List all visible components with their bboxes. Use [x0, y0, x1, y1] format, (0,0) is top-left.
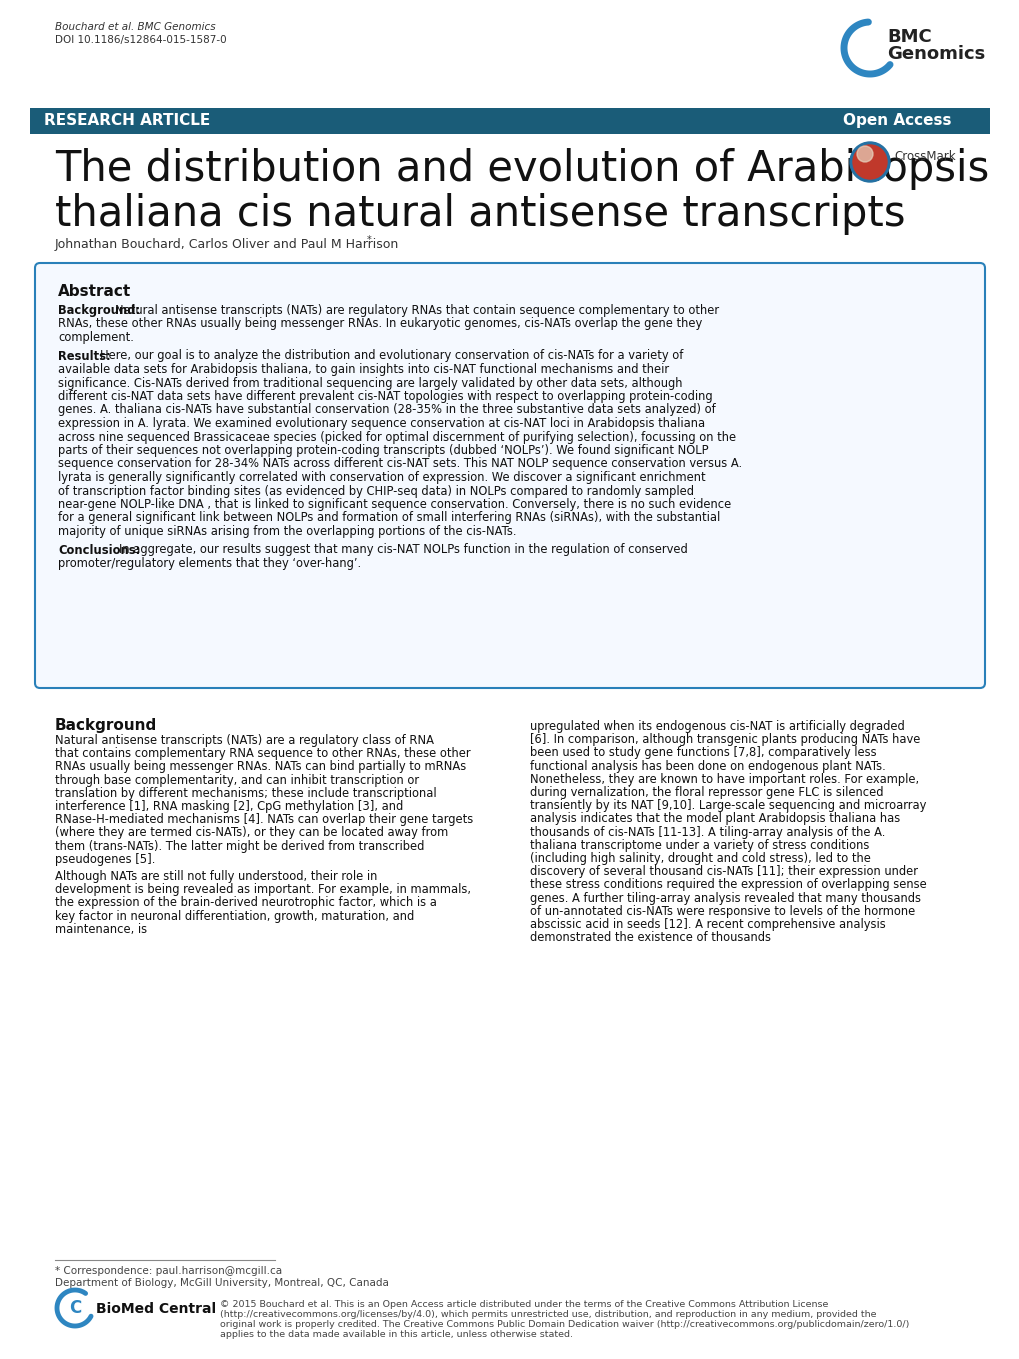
Text: translation by different mechanisms; these include transcriptional: translation by different mechanisms; the…: [55, 787, 436, 800]
Text: abscissic acid in seeds [12]. A recent comprehensive analysis: abscissic acid in seeds [12]. A recent c…: [530, 917, 884, 931]
Text: Nonetheless, they are known to have important roles. For example,: Nonetheless, they are known to have impo…: [530, 773, 918, 786]
Text: (http://creativecommons.org/licenses/by/4.0), which permits unrestricted use, di: (http://creativecommons.org/licenses/by/…: [220, 1310, 875, 1320]
Text: across nine sequenced Brassicaceae species (picked for optimal discernment of pu: across nine sequenced Brassicaceae speci…: [58, 431, 736, 443]
Text: of un-annotated cis-NATs were responsive to levels of the hormone: of un-annotated cis-NATs were responsive…: [530, 905, 914, 917]
Text: promoter/regulatory elements that they ‘over-hang’.: promoter/regulatory elements that they ‘…: [58, 557, 361, 569]
Text: Results:: Results:: [58, 349, 110, 363]
Text: Conclusions:: Conclusions:: [58, 544, 141, 556]
Text: BioMed Central: BioMed Central: [96, 1302, 216, 1316]
Text: upregulated when its endogenous cis-NAT is artificially degraded: upregulated when its endogenous cis-NAT …: [530, 720, 904, 733]
Text: © 2015 Bouchard et al. This is an Open Access article distributed under the term: © 2015 Bouchard et al. This is an Open A…: [220, 1301, 827, 1309]
Text: discovery of several thousand cis-NATs [11]; their expression under: discovery of several thousand cis-NATs […: [530, 866, 917, 878]
Text: them (trans-NATs). The latter might be derived from transcribed: them (trans-NATs). The latter might be d…: [55, 840, 424, 852]
Text: original work is properly credited. The Creative Commons Public Domain Dedicatio: original work is properly credited. The …: [220, 1320, 909, 1329]
Text: during vernalization, the floral repressor gene FLC is silenced: during vernalization, the floral repress…: [530, 786, 882, 799]
Text: majority of unique siRNAs arising from the overlapping portions of the cis-NATs.: majority of unique siRNAs arising from t…: [58, 525, 516, 538]
Text: thousands of cis-NATs [11-13]. A tiling-array analysis of the A.: thousands of cis-NATs [11-13]. A tiling-…: [530, 826, 884, 839]
Text: BMC: BMC: [887, 29, 930, 46]
Text: been used to study gene functions [7,8], comparatively less: been used to study gene functions [7,8],…: [530, 746, 875, 760]
Text: Open Access: Open Access: [843, 113, 951, 128]
Text: demonstrated the existence of thousands: demonstrated the existence of thousands: [530, 931, 770, 945]
Text: Genomics: Genomics: [887, 45, 984, 63]
Text: the expression of the brain-derived neurotrophic factor, which is a: the expression of the brain-derived neur…: [55, 897, 436, 909]
Text: expression in A. lyrata. We examined evolutionary sequence conservation at cis-N: expression in A. lyrata. We examined evo…: [58, 417, 704, 429]
Text: Background: Background: [55, 718, 157, 733]
Text: genes. A. thaliana cis-NATs have substantial conservation (28-35% in the three s: genes. A. thaliana cis-NATs have substan…: [58, 404, 715, 416]
Text: that contains complementary RNA sequence to other RNAs, these other: that contains complementary RNA sequence…: [55, 747, 470, 760]
Text: *: *: [367, 235, 371, 245]
Text: thaliana cis natural antisense transcripts: thaliana cis natural antisense transcrip…: [55, 193, 905, 235]
FancyBboxPatch shape: [30, 107, 989, 135]
Text: Natural antisense transcripts (NATs) are a regulatory class of RNA: Natural antisense transcripts (NATs) are…: [55, 734, 433, 747]
Text: through base complementarity, and can inhibit transcription or: through base complementarity, and can in…: [55, 773, 419, 787]
Text: different cis-NAT data sets have different prevalent cis-NAT topologies with res: different cis-NAT data sets have differe…: [58, 390, 712, 404]
Text: Abstract: Abstract: [58, 284, 131, 299]
Text: development is being revealed as important. For example, in mammals,: development is being revealed as importa…: [55, 883, 471, 896]
Text: Natural antisense transcripts (NATs) are regulatory RNAs that contain sequence c: Natural antisense transcripts (NATs) are…: [114, 304, 718, 317]
Text: Background:: Background:: [58, 304, 140, 317]
Text: RNAs usually being messenger RNAs. NATs can bind partially to mRNAs: RNAs usually being messenger RNAs. NATs …: [55, 761, 466, 773]
Text: pseudogenes [5].: pseudogenes [5].: [55, 853, 155, 866]
Text: * Correspondence: paul.harrison@mcgill.ca: * Correspondence: paul.harrison@mcgill.c…: [55, 1267, 282, 1276]
Circle shape: [856, 145, 872, 162]
Text: functional analysis has been done on endogenous plant NATs.: functional analysis has been done on end…: [530, 760, 884, 773]
Text: these stress conditions required the expression of overlapping sense: these stress conditions required the exp…: [530, 878, 926, 892]
FancyBboxPatch shape: [35, 264, 984, 688]
Text: (including high salinity, drought and cold stress), led to the: (including high salinity, drought and co…: [530, 852, 870, 864]
Text: transiently by its NAT [9,10]. Large-scale sequencing and microarray: transiently by its NAT [9,10]. Large-sca…: [530, 799, 925, 813]
Text: CrossMark: CrossMark: [893, 151, 955, 163]
Text: Bouchard et al. BMC Genomics: Bouchard et al. BMC Genomics: [55, 22, 215, 33]
Text: RNase-H-mediated mechanisms [4]. NATs can overlap their gene targets: RNase-H-mediated mechanisms [4]. NATs ca…: [55, 813, 473, 826]
Text: available data sets for Arabidopsis thaliana, to gain insights into cis-NAT func: available data sets for Arabidopsis thal…: [58, 363, 668, 376]
Text: genes. A further tiling-array analysis revealed that many thousands: genes. A further tiling-array analysis r…: [530, 892, 920, 905]
Text: DOI 10.1186/s12864-015-1587-0: DOI 10.1186/s12864-015-1587-0: [55, 35, 226, 45]
Text: Although NATs are still not fully understood, their role in: Although NATs are still not fully unders…: [55, 870, 377, 883]
Text: [6]. In comparison, although transgenic plants producing NATs have: [6]. In comparison, although transgenic …: [530, 734, 919, 746]
Text: The distribution and evolution of Arabidopsis: The distribution and evolution of Arabid…: [55, 148, 988, 190]
Text: of transcription factor binding sites (as evidenced by CHIP-seq data) in NOLPs c: of transcription factor binding sites (a…: [58, 485, 693, 497]
Text: (where they are termed cis-NATs), or they can be located away from: (where they are termed cis-NATs), or the…: [55, 826, 447, 840]
Text: lyrata is generally significantly correlated with conservation of expression. We: lyrata is generally significantly correl…: [58, 472, 705, 484]
Text: sequence conservation for 28-34% NATs across different cis-NAT sets. This NAT NO: sequence conservation for 28-34% NATs ac…: [58, 458, 742, 470]
Text: for a general significant link between NOLPs and formation of small interfering : for a general significant link between N…: [58, 511, 719, 525]
Text: analysis indicates that the model plant Arabidopsis thaliana has: analysis indicates that the model plant …: [530, 813, 900, 825]
Text: Here, our goal is to analyze the distribution and evolutionary conservation of c: Here, our goal is to analyze the distrib…: [101, 349, 683, 363]
Text: RESEARCH ARTICLE: RESEARCH ARTICLE: [44, 113, 210, 128]
Circle shape: [849, 141, 890, 182]
Text: thaliana transcriptome under a variety of stress conditions: thaliana transcriptome under a variety o…: [530, 839, 868, 852]
Text: complement.: complement.: [58, 332, 133, 344]
Text: Johnathan Bouchard, Carlos Oliver and Paul M Harrison: Johnathan Bouchard, Carlos Oliver and Pa…: [55, 238, 398, 251]
Text: RNAs, these other RNAs usually being messenger RNAs. In eukaryotic genomes, cis-: RNAs, these other RNAs usually being mes…: [58, 318, 701, 330]
Text: maintenance, is: maintenance, is: [55, 923, 147, 936]
Text: interference [1], RNA masking [2], CpG methylation [3], and: interference [1], RNA masking [2], CpG m…: [55, 800, 403, 813]
Text: significance. Cis-NATs derived from traditional sequencing are largely validated: significance. Cis-NATs derived from trad…: [58, 376, 682, 390]
Text: near-gene NOLP-like DNA , that is linked to significant sequence conservation. C: near-gene NOLP-like DNA , that is linked…: [58, 497, 731, 511]
Text: applies to the data made available in this article, unless otherwise stated.: applies to the data made available in th…: [220, 1330, 573, 1339]
Text: key factor in neuronal differentiation, growth, maturation, and: key factor in neuronal differentiation, …: [55, 909, 414, 923]
Text: In aggregate, our results suggest that many cis-NAT NOLPs function in the regula: In aggregate, our results suggest that m…: [119, 544, 688, 556]
Circle shape: [852, 145, 887, 179]
Text: C: C: [69, 1299, 82, 1317]
Text: Department of Biology, McGill University, Montreal, QC, Canada: Department of Biology, McGill University…: [55, 1277, 388, 1288]
Text: parts of their sequences not overlapping protein-coding transcripts (dubbed ‘NOL: parts of their sequences not overlapping…: [58, 444, 708, 457]
